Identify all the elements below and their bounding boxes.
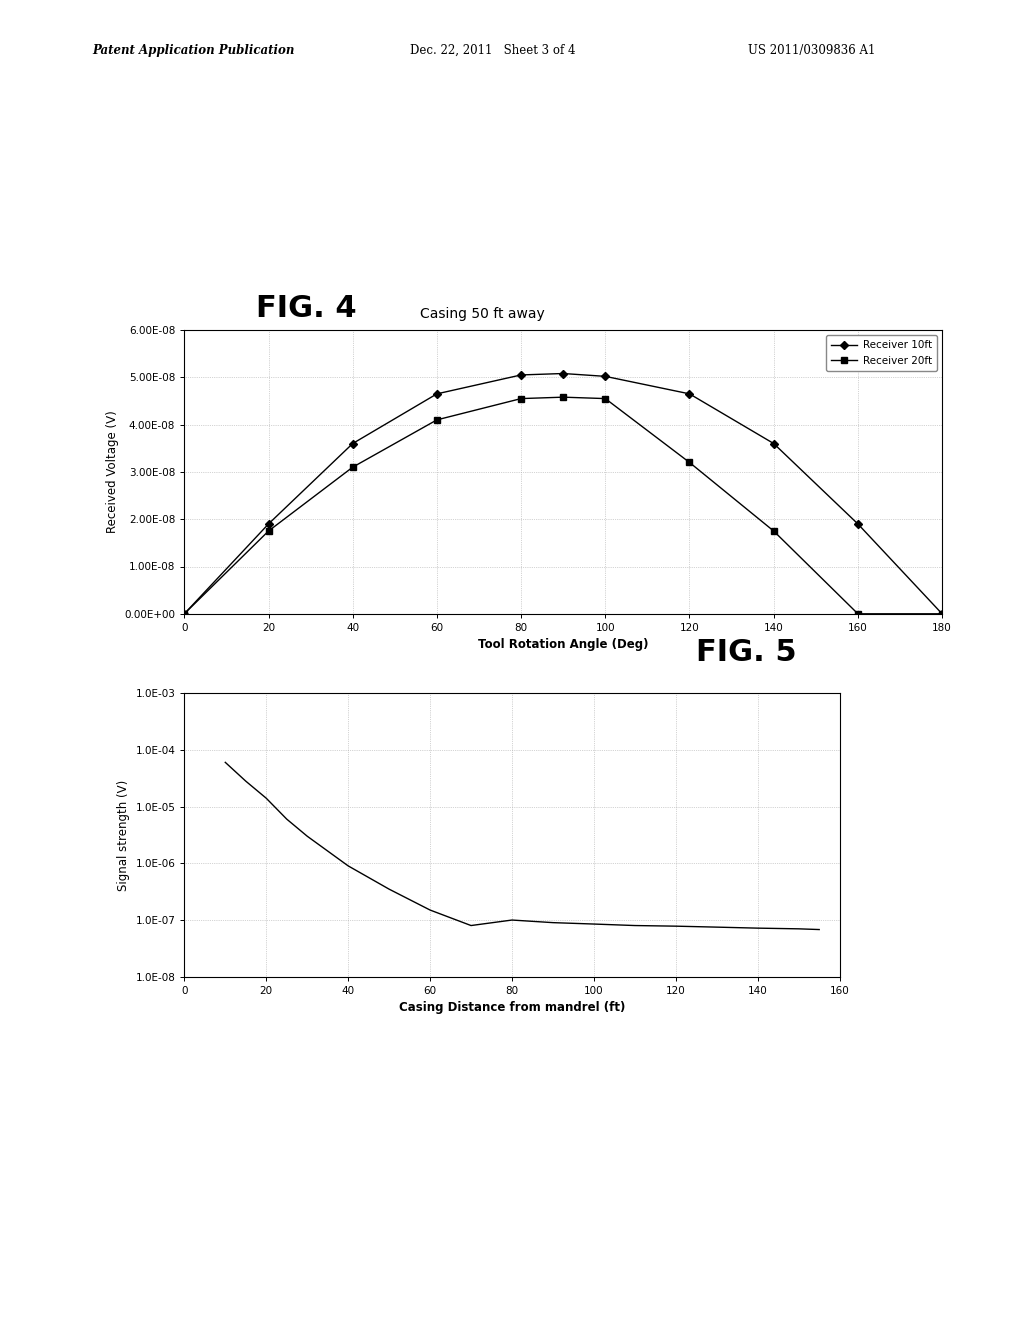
Receiver 20ft xyxy=(431,412,443,428)
Receiver 10ft xyxy=(431,385,443,401)
Text: Casing 50 ft away: Casing 50 ft away xyxy=(420,306,545,321)
Receiver 20ft xyxy=(936,606,948,622)
Receiver 10ft xyxy=(768,436,780,451)
Receiver 20ft xyxy=(599,391,611,407)
Receiver 20ft xyxy=(346,459,358,475)
Receiver 10ft xyxy=(936,606,948,622)
Receiver 20ft xyxy=(557,389,569,405)
Receiver 10ft xyxy=(262,516,274,532)
Receiver 20ft xyxy=(768,523,780,539)
Receiver 20ft xyxy=(262,523,274,539)
Receiver 20ft xyxy=(683,454,695,470)
Line: Receiver 20ft: Receiver 20ft xyxy=(181,395,945,616)
Receiver 10ft xyxy=(515,367,527,383)
Text: Dec. 22, 2011   Sheet 3 of 4: Dec. 22, 2011 Sheet 3 of 4 xyxy=(410,44,575,57)
Receiver 10ft xyxy=(557,366,569,381)
Receiver 10ft xyxy=(683,385,695,401)
Receiver 10ft xyxy=(346,436,358,451)
Text: FIG. 5: FIG. 5 xyxy=(696,638,797,667)
Text: FIG. 4: FIG. 4 xyxy=(256,294,356,323)
Text: Patent Application Publication: Patent Application Publication xyxy=(92,44,295,57)
Receiver 10ft xyxy=(599,368,611,384)
X-axis label: Casing Distance from mandrel (ft): Casing Distance from mandrel (ft) xyxy=(398,1002,626,1014)
Receiver 20ft xyxy=(515,391,527,407)
Receiver 20ft xyxy=(852,606,864,622)
Receiver 10ft xyxy=(852,516,864,532)
Receiver 20ft xyxy=(178,606,190,622)
Y-axis label: Received Voltage (V): Received Voltage (V) xyxy=(105,411,119,533)
Y-axis label: Signal strength (V): Signal strength (V) xyxy=(117,779,130,891)
X-axis label: Tool Rotation Angle (Deg): Tool Rotation Angle (Deg) xyxy=(478,639,648,651)
Receiver 10ft xyxy=(178,606,190,622)
Legend: Receiver 10ft, Receiver 20ft: Receiver 10ft, Receiver 20ft xyxy=(826,335,937,371)
Text: US 2011/0309836 A1: US 2011/0309836 A1 xyxy=(748,44,874,57)
Line: Receiver 10ft: Receiver 10ft xyxy=(181,371,945,616)
